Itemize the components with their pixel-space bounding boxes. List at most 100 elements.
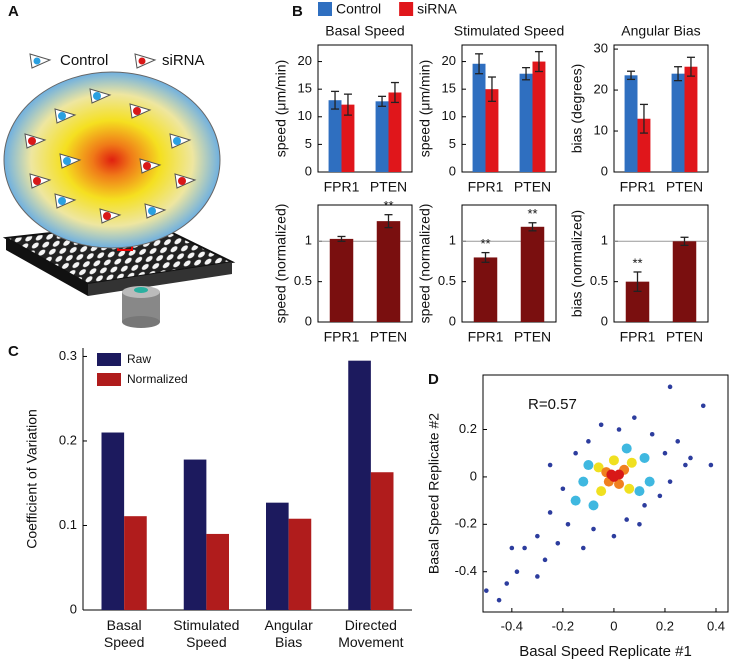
point bbox=[588, 500, 599, 511]
panel-label: D bbox=[428, 371, 439, 388]
bar bbox=[473, 257, 498, 322]
x-tick-label: -0.4 bbox=[501, 618, 523, 633]
point bbox=[667, 384, 673, 390]
x-tick-label: -0.2 bbox=[552, 618, 574, 633]
bar bbox=[672, 241, 697, 322]
bar bbox=[625, 281, 650, 322]
y-tick-label: 10 bbox=[298, 108, 312, 123]
point bbox=[624, 517, 629, 522]
point bbox=[565, 522, 571, 527]
point bbox=[608, 455, 619, 466]
bar bbox=[348, 360, 371, 610]
point bbox=[509, 545, 515, 551]
legend-swatch bbox=[399, 2, 414, 16]
bar bbox=[485, 89, 499, 172]
y-tick-label: 0 bbox=[449, 163, 456, 178]
x-tick-label: FPR1 bbox=[468, 329, 504, 345]
legend-label: Raw bbox=[127, 352, 151, 366]
y-tick-label: 0.5 bbox=[294, 273, 312, 288]
point bbox=[683, 462, 688, 468]
point bbox=[626, 457, 637, 468]
axes-box bbox=[461, 204, 557, 323]
legend-swatch bbox=[97, 373, 121, 386]
x-tick-label-line: Speed bbox=[186, 634, 226, 650]
y-axis-label: speed (normalized) bbox=[417, 204, 433, 324]
point bbox=[675, 439, 681, 444]
point bbox=[547, 510, 553, 515]
y-tick-label: 0.1 bbox=[59, 517, 77, 532]
y-tick-label: 5 bbox=[305, 136, 312, 151]
y-tick-label: 10 bbox=[594, 122, 608, 137]
x-tick-label: PTEN bbox=[666, 179, 703, 195]
point bbox=[639, 452, 650, 463]
x-tick-label: 0.2 bbox=[656, 618, 674, 633]
point bbox=[547, 462, 553, 468]
point bbox=[514, 569, 520, 575]
chart-title: Stimulated Speed bbox=[454, 23, 565, 39]
point bbox=[504, 581, 510, 586]
point bbox=[591, 526, 596, 532]
y-tick-label: 1 bbox=[601, 233, 608, 248]
bar bbox=[671, 73, 685, 172]
y-axis-label: speed (μm/min) bbox=[417, 60, 433, 158]
axes-box bbox=[461, 44, 557, 173]
y-tick-label: -0.2 bbox=[455, 516, 477, 531]
x-tick-label: PTEN bbox=[370, 329, 407, 345]
bar bbox=[472, 63, 486, 173]
x-tick-label-line: Bias bbox=[275, 634, 302, 650]
y-tick-label: 0.2 bbox=[459, 421, 477, 436]
point bbox=[642, 503, 647, 508]
bar bbox=[370, 472, 394, 610]
point bbox=[614, 479, 625, 490]
x-tick-label: PTEN bbox=[514, 329, 551, 345]
y-tick-label: 20 bbox=[298, 53, 312, 68]
x-axis-label: Basal Speed Replicate #1 bbox=[519, 643, 692, 660]
point bbox=[580, 545, 586, 551]
bar bbox=[266, 502, 289, 610]
y-tick-label: 0.3 bbox=[59, 348, 77, 363]
y-tick-label: -0.4 bbox=[455, 563, 477, 578]
y-tick-label: 0.5 bbox=[438, 273, 456, 288]
point bbox=[632, 415, 637, 420]
y-tick-label: 15 bbox=[442, 81, 456, 96]
x-tick-label-line: Angular bbox=[264, 617, 313, 633]
bar bbox=[329, 238, 354, 322]
bar bbox=[637, 118, 651, 172]
y-axis-label: speed (μm/min) bbox=[273, 60, 289, 158]
point bbox=[522, 545, 527, 551]
point bbox=[573, 450, 578, 456]
x-tick-label: PTEN bbox=[370, 179, 407, 195]
y-tick-label: 0 bbox=[449, 313, 456, 328]
bar bbox=[520, 226, 545, 322]
point bbox=[598, 422, 604, 428]
point bbox=[578, 476, 589, 487]
y-tick-label: 5 bbox=[449, 136, 456, 151]
y-tick-label: 1 bbox=[449, 233, 456, 248]
annotation: ** bbox=[527, 206, 537, 221]
legend-label: siRNA bbox=[162, 52, 205, 69]
point bbox=[542, 557, 548, 563]
legend-label: Normalized bbox=[127, 372, 188, 386]
legend-label: Control bbox=[60, 52, 108, 69]
y-tick-label: 30 bbox=[594, 41, 608, 56]
bar bbox=[532, 61, 546, 172]
y-tick-label: 15 bbox=[298, 81, 312, 96]
x-tick-label: FPR1 bbox=[468, 179, 504, 195]
y-axis-label: bias (degrees) bbox=[569, 64, 585, 154]
panel-label: B bbox=[292, 3, 303, 20]
legend-swatch bbox=[318, 2, 332, 16]
y-tick-label: 0 bbox=[305, 313, 312, 328]
point bbox=[496, 597, 502, 603]
point bbox=[611, 533, 617, 539]
point bbox=[586, 439, 591, 444]
point bbox=[583, 460, 594, 471]
chart-title: Angular Bias bbox=[621, 23, 700, 39]
point bbox=[560, 486, 566, 492]
x-tick-label: 0.4 bbox=[707, 618, 725, 633]
bar bbox=[183, 459, 207, 610]
x-tick-label: FPR1 bbox=[324, 329, 360, 345]
x-tick-label: Angular Bias bbox=[264, 617, 313, 650]
x-tick-label-line: Speed bbox=[104, 634, 144, 650]
point bbox=[667, 479, 673, 484]
legend-label: siRNA bbox=[417, 1, 457, 17]
